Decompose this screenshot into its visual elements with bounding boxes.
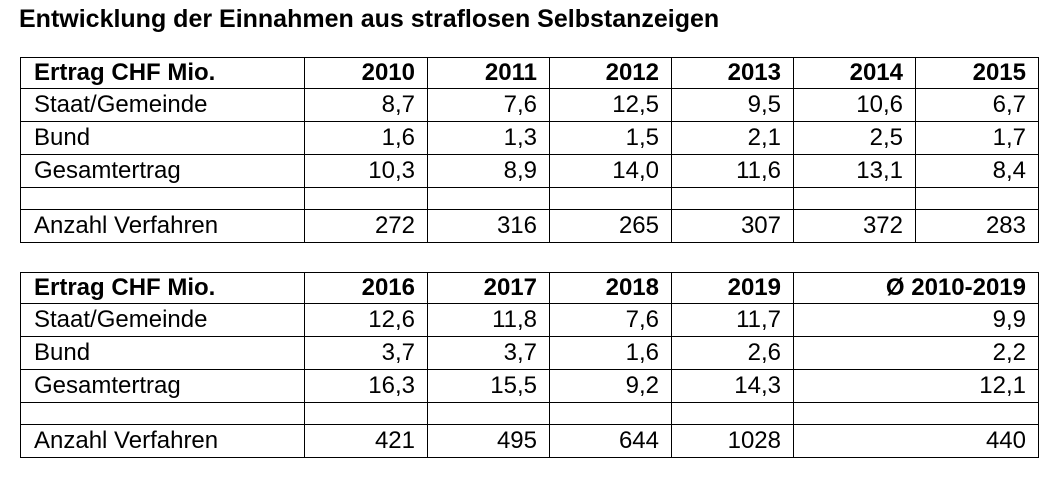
- table-cell: 1028: [671, 424, 794, 458]
- table-cell: 8,7: [304, 88, 428, 122]
- header-cell: 2018: [549, 272, 672, 304]
- table-cell: 16,3: [304, 369, 428, 403]
- table-row: Bund 1,6 1,3 1,5 2,1 2,5 1,7: [20, 121, 1039, 155]
- table-cell: 372: [793, 209, 916, 243]
- table-cell: 1,6: [304, 121, 428, 155]
- header-cell: 2010: [304, 57, 428, 89]
- table-cell: [427, 187, 550, 210]
- table-row: Staat/Gemeinde 12,6 11,8 7,6 11,7 9,9: [20, 303, 1039, 337]
- table-cell: 272: [304, 209, 428, 243]
- row-label: [20, 402, 305, 425]
- table-cell: 6,7: [915, 88, 1039, 122]
- table-cell: [304, 402, 428, 425]
- row-label: Staat/Gemeinde: [20, 303, 305, 337]
- row-label: Anzahl Verfahren: [20, 424, 305, 458]
- table-cell: 283: [915, 209, 1039, 243]
- table-cell: 1,7: [915, 121, 1039, 155]
- table-cell: 495: [427, 424, 550, 458]
- table-row: Bund 3,7 3,7 1,6 2,6 2,2: [20, 336, 1039, 370]
- table-row: Anzahl Verfahren 272 316 265 307 372 283: [20, 209, 1039, 243]
- row-label: Anzahl Verfahren: [20, 209, 305, 243]
- header-cell: 2015: [915, 57, 1039, 89]
- header-cell: 2012: [549, 57, 672, 89]
- table-cell: 7,6: [427, 88, 550, 122]
- header-cell: Ø 2010-2019: [793, 272, 1039, 304]
- table-cell: [671, 402, 794, 425]
- table-cell: 9,5: [671, 88, 794, 122]
- table-cell: 12,6: [304, 303, 428, 337]
- table-cell: 421: [304, 424, 428, 458]
- table-cell: [793, 402, 1039, 425]
- table-row: Anzahl Verfahren 421 495 644 1028 440: [20, 424, 1039, 458]
- table-cell: 2,6: [671, 336, 794, 370]
- header-cell: 2011: [427, 57, 550, 89]
- table-cell: 11,7: [671, 303, 794, 337]
- table-cell: 3,7: [427, 336, 550, 370]
- table-cell: 265: [549, 209, 672, 243]
- table-cell: 2,1: [671, 121, 794, 155]
- table-row: Gesamtertrag 16,3 15,5 9,2 14,3 12,1: [20, 369, 1039, 403]
- empty-row: [20, 402, 1039, 425]
- table-cell: 12,1: [793, 369, 1039, 403]
- table-header-row: Ertrag CHF Mio. 2010 2011 2012 2013 2014…: [20, 57, 1039, 89]
- table-cell: 10,6: [793, 88, 916, 122]
- empty-row: [20, 187, 1039, 210]
- table-cell: 3,7: [304, 336, 428, 370]
- table-cell: 1,5: [549, 121, 672, 155]
- table-cell: [671, 187, 794, 210]
- table-cell: 307: [671, 209, 794, 243]
- table-cell: 440: [793, 424, 1039, 458]
- header-cell: 2017: [427, 272, 550, 304]
- table-cell: 1,3: [427, 121, 550, 155]
- revenue-table-2016-2019: Ertrag CHF Mio. 2016 2017 2018 2019 Ø 20…: [20, 272, 1039, 458]
- table-cell: 1,6: [549, 336, 672, 370]
- header-cell: Ertrag CHF Mio.: [20, 272, 305, 304]
- table-cell: [549, 402, 672, 425]
- table-cell: 9,2: [549, 369, 672, 403]
- table-cell: 12,5: [549, 88, 672, 122]
- table-cell: 8,9: [427, 154, 550, 188]
- row-label: Bund: [20, 336, 305, 370]
- table-row: Staat/Gemeinde 8,7 7,6 12,5 9,5 10,6 6,7: [20, 88, 1039, 122]
- table-cell: 13,1: [793, 154, 916, 188]
- table-cell: [793, 187, 916, 210]
- table-cell: [915, 187, 1039, 210]
- header-cell: 2016: [304, 272, 428, 304]
- table-cell: 11,8: [427, 303, 550, 337]
- row-label: Gesamtertrag: [20, 369, 305, 403]
- table-cell: 8,4: [915, 154, 1039, 188]
- header-cell: 2013: [671, 57, 794, 89]
- table-cell: 2,5: [793, 121, 916, 155]
- revenue-table-2010-2015: Ertrag CHF Mio. 2010 2011 2012 2013 2014…: [20, 57, 1039, 243]
- row-label: Staat/Gemeinde: [20, 88, 305, 122]
- table-cell: 7,6: [549, 303, 672, 337]
- table-cell: [427, 402, 550, 425]
- table-cell: 2,2: [793, 336, 1039, 370]
- table-cell: 10,3: [304, 154, 428, 188]
- table-row: Gesamtertrag 10,3 8,9 14,0 11,6 13,1 8,4: [20, 154, 1039, 188]
- page-title: Entwicklung der Einnahmen aus straflosen…: [19, 5, 720, 33]
- table-cell: 644: [549, 424, 672, 458]
- table-cell: 14,3: [671, 369, 794, 403]
- row-label: Bund: [20, 121, 305, 155]
- table-cell: [549, 187, 672, 210]
- table-cell: [304, 187, 428, 210]
- table-cell: 9,9: [793, 303, 1039, 337]
- header-cell: 2019: [671, 272, 794, 304]
- row-label: [20, 187, 305, 210]
- table-cell: 14,0: [549, 154, 672, 188]
- table-cell: 15,5: [427, 369, 550, 403]
- table-header-row: Ertrag CHF Mio. 2016 2017 2018 2019 Ø 20…: [20, 272, 1039, 304]
- row-label: Gesamtertrag: [20, 154, 305, 188]
- table-cell: 316: [427, 209, 550, 243]
- header-cell: Ertrag CHF Mio.: [20, 57, 305, 89]
- table-cell: 11,6: [671, 154, 794, 188]
- header-cell: 2014: [793, 57, 916, 89]
